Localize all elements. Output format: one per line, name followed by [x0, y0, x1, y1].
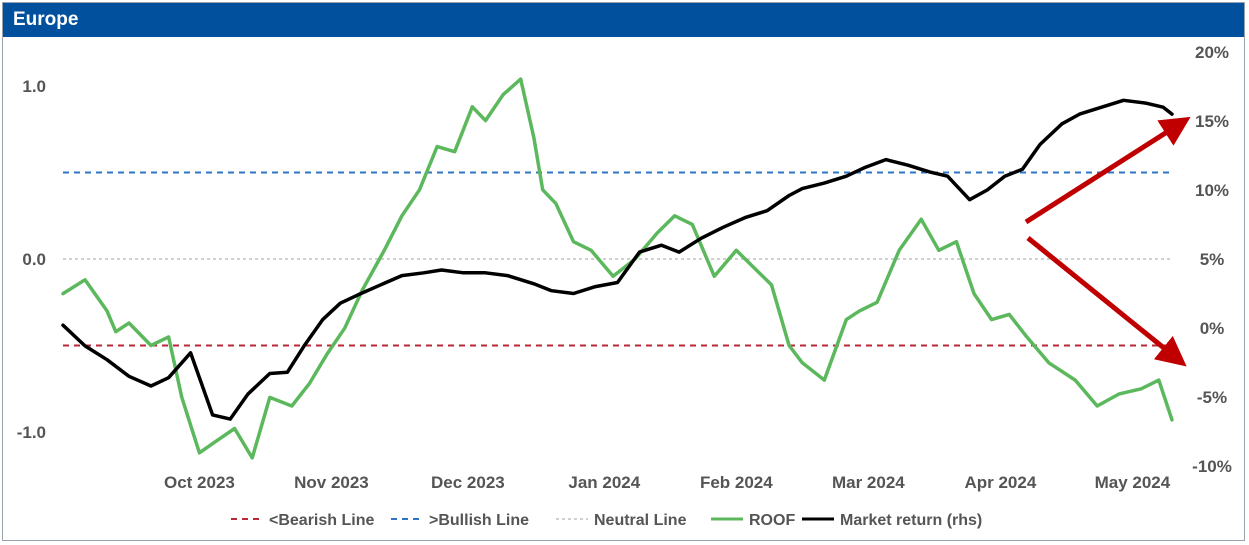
left-axis-ticks: 1.0 0.0 -1.0 [17, 77, 46, 442]
legend-label-2: Neutral Line [594, 512, 687, 529]
chart-title: Europe [13, 9, 79, 30]
down-arrow [1026, 236, 1187, 367]
right-tick-label: 0% [1200, 319, 1225, 338]
right-tick-label: 15% [1195, 112, 1229, 131]
legend-label-0: <Bearish Line [269, 512, 374, 529]
legend-label-4: Market return (rhs) [840, 512, 982, 529]
left-tick-label: -1.0 [17, 423, 46, 442]
legend-label-3: ROOF [749, 512, 795, 529]
left-tick-label: 1.0 [22, 77, 46, 96]
x-tick-label: Jan 2024 [568, 473, 640, 492]
x-tick-label: Oct 2023 [164, 473, 235, 492]
x-axis-ticks: Oct 2023 Nov 2023 Dec 2023 Jan 2024 Feb 2024… [164, 473, 1171, 492]
x-tick-label: Apr 2024 [964, 473, 1036, 492]
x-tick-label: Mar 2024 [832, 473, 905, 492]
series-line-1 [61, 98, 1174, 421]
right-tick-label: -5% [1197, 388, 1227, 407]
series-lines [61, 77, 1174, 460]
series-line-0 [61, 77, 1174, 460]
right-axis-ticks: 20% 15% 10% 5% 0% -5% -10% [1192, 43, 1232, 476]
x-tick-label: Dec 2023 [431, 473, 505, 492]
legend: <Bearish Line >Bullish Line Neutral Line RO… [231, 512, 982, 529]
x-tick-label: May 2024 [1095, 473, 1171, 492]
right-tick-label: -10% [1192, 457, 1232, 476]
right-tick-label: 20% [1195, 43, 1229, 62]
left-tick-label: 0.0 [22, 250, 46, 269]
up-arrow [1024, 116, 1191, 225]
legend-label-1: >Bullish Line [429, 512, 529, 529]
right-tick-label: 5% [1200, 250, 1225, 269]
x-tick-label: Feb 2024 [700, 473, 773, 492]
reference-lines [63, 171, 1172, 347]
chart-header: Europe [3, 3, 1244, 37]
right-tick-label: 10% [1195, 181, 1229, 200]
x-tick-label: Nov 2023 [294, 473, 369, 492]
trend-arrows [1024, 116, 1191, 367]
